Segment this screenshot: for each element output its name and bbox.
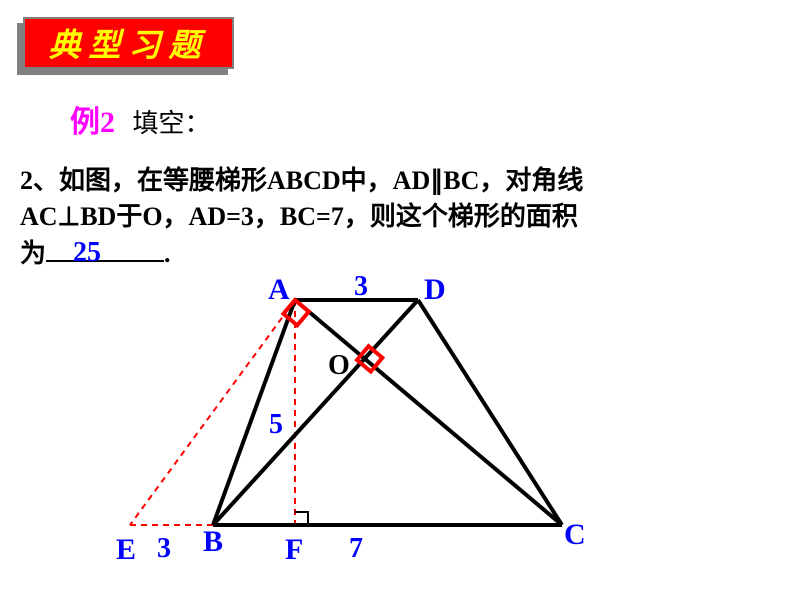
right-angle-O bbox=[357, 346, 382, 371]
vertex-A: A bbox=[268, 273, 290, 307]
question-text: 2、如图，在等腰梯形ABCD中，AD∥BC，对角线 AC⊥BD于O，AD=3，B… bbox=[20, 163, 770, 272]
label-AD: 3 bbox=[354, 271, 368, 303]
title-box: 典型习题 bbox=[17, 17, 234, 75]
vertex-E: E bbox=[116, 533, 136, 567]
title-text: 典型习题 bbox=[48, 20, 208, 66]
vertex-F: F bbox=[285, 533, 303, 567]
question-line1: 如图，在等腰梯形ABCD中，AD∥BC，对角线 bbox=[59, 166, 583, 195]
question-period: . bbox=[164, 239, 171, 268]
label-AF: 5 bbox=[269, 409, 283, 441]
title-front: 典型习题 bbox=[23, 17, 234, 69]
question-number: 2、 bbox=[20, 166, 59, 195]
line-DC bbox=[418, 300, 562, 525]
question-line3: 为 bbox=[20, 239, 46, 268]
geometry-figure: A D B C E F O 3 7 3 5 bbox=[110, 275, 630, 585]
line-AC bbox=[295, 300, 562, 525]
vertex-D: D bbox=[424, 273, 446, 307]
example-instruction: 填空： bbox=[133, 109, 211, 138]
answer-blank bbox=[46, 238, 164, 262]
answer-value: 25 bbox=[73, 237, 101, 269]
label-BC: 7 bbox=[349, 533, 363, 565]
vertex-O: O bbox=[328, 350, 350, 382]
vertex-C: C bbox=[564, 518, 586, 552]
example-heading: 例2 填空： bbox=[70, 97, 211, 141]
example-label: 例 bbox=[70, 106, 100, 139]
line-BD bbox=[213, 300, 418, 525]
label-EB: 3 bbox=[157, 533, 171, 565]
example-number: 2 bbox=[100, 106, 115, 139]
question-line2: AC⊥BD于O，AD=3，BC=7，则这个梯形的面积 bbox=[20, 202, 578, 231]
vertex-B: B bbox=[203, 525, 223, 559]
figure-svg bbox=[110, 275, 630, 585]
